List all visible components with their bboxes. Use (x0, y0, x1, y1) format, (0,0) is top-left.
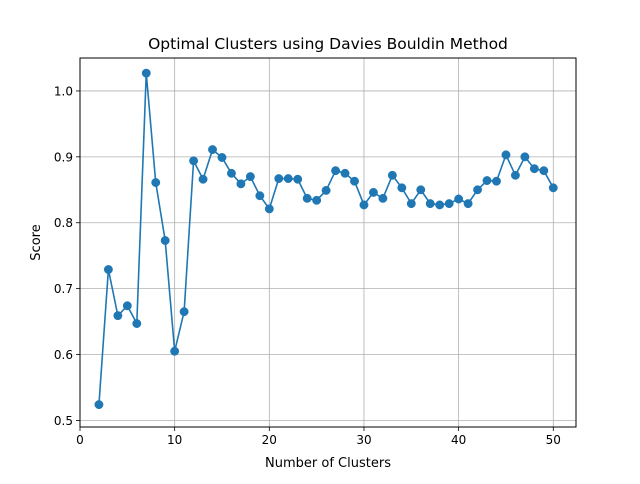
grid-lines (79, 58, 576, 427)
x-tick-label: 50 (546, 433, 561, 447)
data-point (548, 183, 558, 193)
data-point (132, 319, 142, 328)
data-point (208, 145, 217, 155)
x-tick-label: 20 (262, 433, 277, 447)
data-point (473, 185, 483, 195)
data-point (492, 176, 501, 186)
data-point (160, 236, 170, 245)
data-point (425, 199, 435, 209)
series-layer (94, 68, 558, 410)
data-point (331, 166, 341, 176)
y-tick-label: 0.9 (54, 150, 73, 164)
y-tick-label: 0.5 (54, 414, 73, 428)
data-point (245, 172, 255, 182)
data-point (103, 265, 113, 274)
data-point (321, 185, 331, 195)
data-point (416, 185, 426, 195)
x-tick-label: 40 (451, 433, 466, 447)
data-point (283, 174, 293, 184)
data-point (264, 204, 274, 214)
plot-frame (79, 57, 577, 428)
y-tick-label: 1.0 (54, 84, 73, 98)
y-tick-label: 0.7 (54, 282, 73, 296)
y-axis: 0.5 0.6 0.7 0.8 0.9 1.0 (54, 84, 80, 428)
data-point (122, 301, 132, 311)
data-point (368, 187, 378, 197)
plot-area (80, 58, 576, 427)
data-point (255, 191, 265, 201)
x-axis: 0 10 20 30 40 50 (76, 427, 561, 447)
data-point (482, 176, 492, 186)
data-point (227, 168, 236, 178)
data-point (444, 199, 454, 209)
data-point (302, 193, 312, 203)
data-point (406, 199, 416, 209)
x-axis-label: Number of Clusters (265, 456, 391, 471)
data-point (312, 195, 322, 205)
data-point (179, 307, 189, 317)
data-point (510, 170, 520, 180)
y-tick-label: 0.8 (54, 216, 73, 230)
data-point (170, 346, 180, 356)
data-point (94, 400, 104, 410)
chart-title: Optimal Clusters using Davies Bouldin Me… (148, 35, 508, 53)
data-point (539, 166, 549, 176)
data-point (435, 200, 445, 210)
data-point (501, 150, 511, 160)
y-axis-label: Score (29, 224, 44, 260)
data-point (378, 193, 388, 203)
data-point (151, 178, 161, 187)
y-tick-label: 0.6 (54, 348, 73, 362)
data-point (274, 174, 284, 184)
data-point (454, 194, 464, 204)
data-point (340, 168, 350, 178)
data-point (397, 183, 407, 193)
data-point (359, 200, 369, 210)
data-point (141, 68, 151, 78)
data-point (293, 174, 303, 184)
data-point (463, 199, 473, 209)
x-tick-label: 0 (76, 433, 84, 447)
data-point (198, 174, 208, 184)
data-point (217, 153, 227, 162)
data-point (520, 152, 530, 162)
data-point (113, 311, 123, 321)
x-tick-label: 10 (167, 433, 182, 447)
data-point (387, 170, 397, 180)
data-point (236, 179, 246, 189)
x-tick-label: 30 (356, 433, 371, 447)
data-point (529, 164, 539, 174)
data-point (350, 176, 359, 186)
data-point (189, 156, 199, 166)
